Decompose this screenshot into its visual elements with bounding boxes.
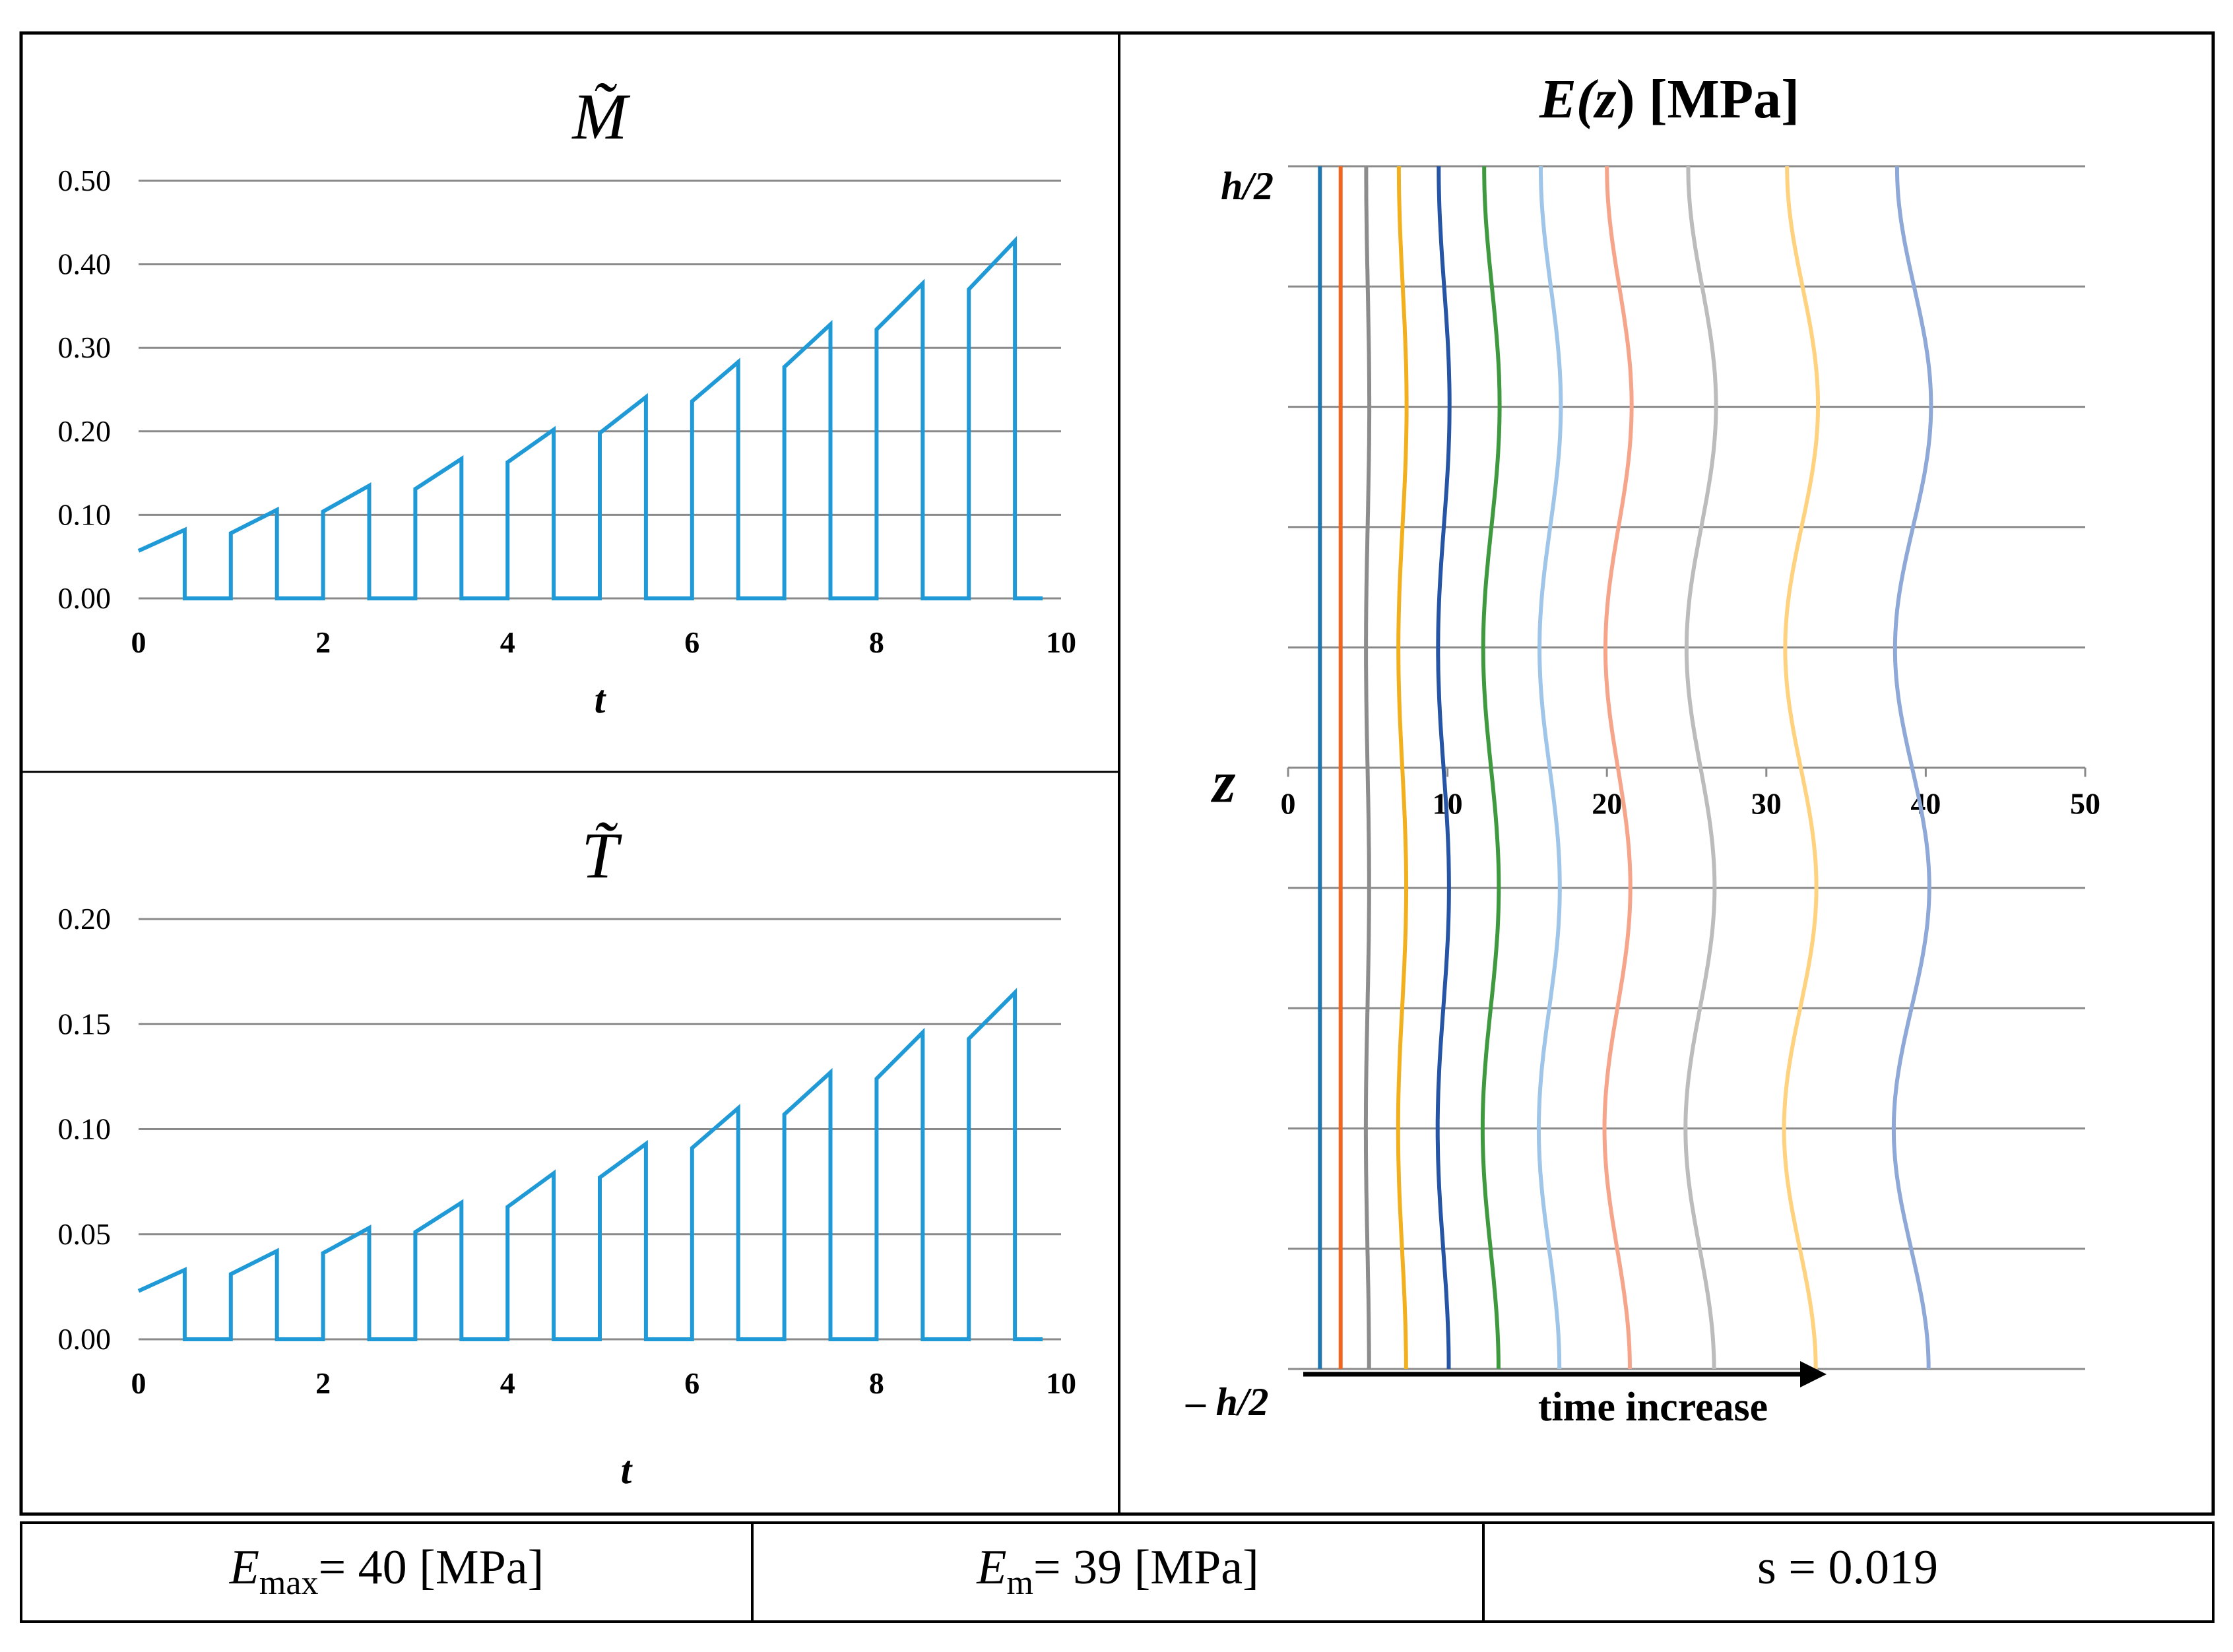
y-tick-label: 0.50 xyxy=(58,164,112,197)
x-axis-label: t xyxy=(621,1448,633,1492)
profile-line xyxy=(1782,166,1820,1370)
s-label: s = 0.019 xyxy=(1757,1541,1938,1595)
x-tick-label: 20 xyxy=(1592,787,1622,821)
y-tick-label: 0.00 xyxy=(58,581,112,615)
x-tick-label: 2 xyxy=(315,1366,331,1400)
x-tick-label: 4 xyxy=(500,1366,515,1400)
y-tick-label: 0.10 xyxy=(58,1112,112,1146)
x-tick-label: 6 xyxy=(684,625,699,659)
y-tick-label: 0.10 xyxy=(58,497,112,531)
profile-line xyxy=(1480,166,1502,1369)
y-tick-label: 0.20 xyxy=(58,902,112,936)
y-tick-label: 0.30 xyxy=(58,331,112,364)
time-increase-label: time increase xyxy=(1538,1385,1768,1430)
y-tick-label: 0.40 xyxy=(58,247,112,281)
series-line xyxy=(137,988,1043,1341)
x-tick-label: 40 xyxy=(1910,787,1941,821)
chart-t-tilde: T̃ 0.00 0.05 0.10 0.15 0.20 0 2 4 6 8 10 t xyxy=(58,819,1077,1492)
x-tick-label: 30 xyxy=(1751,787,1782,821)
x-tick-label: 2 xyxy=(315,625,331,659)
y-tick-label: 0.15 xyxy=(58,1007,112,1040)
x-tick-label: 8 xyxy=(869,625,884,659)
title-unit: ) [MPa] xyxy=(1617,69,1800,130)
profile-line xyxy=(1683,166,1718,1370)
x-tick-label: 8 xyxy=(869,1366,884,1400)
x-tick-label: 10 xyxy=(1046,625,1076,659)
x-tick-label: 0 xyxy=(131,625,146,659)
time-arrow-head xyxy=(1800,1361,1827,1387)
x-tick-label: 4 xyxy=(500,625,515,659)
z-bottom-label: – h/2 xyxy=(1185,1380,1268,1424)
y-tick-label: 0.05 xyxy=(58,1217,112,1251)
profile-line xyxy=(1602,166,1634,1370)
emax-label: Emax= 40 [MPa] xyxy=(229,1541,544,1602)
profile-line xyxy=(1536,166,1563,1370)
em-label: Em= 39 [MPa] xyxy=(976,1541,1258,1602)
footer-frame xyxy=(20,1521,2215,1623)
profile-line xyxy=(1435,166,1452,1369)
profile-line xyxy=(1891,166,1933,1370)
z-axis-label: z xyxy=(1210,750,1235,815)
profile-line xyxy=(1396,166,1409,1369)
x-tick-label: 0 xyxy=(1281,787,1296,821)
z-top-label: h/2 xyxy=(1221,164,1274,208)
y-tick-label: 0.20 xyxy=(58,414,112,448)
series-line xyxy=(137,236,1043,600)
title-z: z xyxy=(1593,69,1617,130)
figure-frame xyxy=(19,31,2215,1516)
x-tick-label: 0 xyxy=(131,1366,146,1400)
chart-title: E(z) [MPa] xyxy=(1539,69,1799,130)
title-e: E( xyxy=(1539,69,1599,130)
y-tick-label: 0.00 xyxy=(58,1322,112,1356)
chart-m-tilde: M̃ 0.00 0.10 0.20 0.30 0.40 0.50 0 2 4 6 8 10 t xyxy=(58,80,1077,721)
chart-title: T̃ xyxy=(581,819,622,892)
profile-line xyxy=(1363,166,1372,1369)
chart-title: M̃ xyxy=(571,80,630,153)
x-tick-label: 50 xyxy=(2070,787,2100,821)
x-axis-label: t xyxy=(595,678,607,721)
footer-table: Emax= 40 [MPa] Em= 39 [MPa] s = 0.019 xyxy=(20,1521,2215,1623)
x-tick-label: 6 xyxy=(684,1366,699,1400)
x-tick-label: 10 xyxy=(1046,1366,1076,1400)
